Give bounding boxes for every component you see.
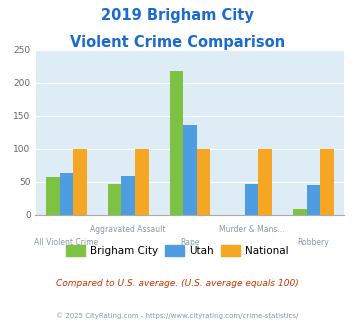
Text: Robbery: Robbery	[297, 238, 329, 248]
Bar	[245, 184, 258, 214]
Bar	[60, 173, 73, 214]
Bar	[183, 125, 197, 214]
Text: Violent Crime Comparison: Violent Crime Comparison	[70, 35, 285, 50]
Bar	[46, 177, 60, 215]
Bar	[73, 148, 87, 214]
Text: © 2025 CityRating.com - https://www.cityrating.com/crime-statistics/: © 2025 CityRating.com - https://www.city…	[56, 312, 299, 318]
Bar	[121, 176, 135, 214]
Bar	[293, 209, 307, 214]
Legend: Brigham City, Utah, National: Brigham City, Utah, National	[62, 241, 293, 260]
Text: Murder & Mans...: Murder & Mans...	[219, 225, 284, 234]
Text: 2019 Brigham City: 2019 Brigham City	[101, 8, 254, 23]
Text: Rape: Rape	[180, 238, 200, 248]
Bar	[135, 148, 148, 214]
Bar	[320, 148, 334, 214]
Bar	[108, 184, 121, 214]
Bar	[197, 148, 210, 214]
Bar	[307, 185, 320, 214]
Bar	[170, 71, 183, 215]
Text: All Violent Crime: All Violent Crime	[34, 238, 98, 248]
Text: Aggravated Assault: Aggravated Assault	[91, 225, 166, 234]
Text: Compared to U.S. average. (U.S. average equals 100): Compared to U.S. average. (U.S. average …	[56, 279, 299, 288]
Bar	[258, 148, 272, 214]
